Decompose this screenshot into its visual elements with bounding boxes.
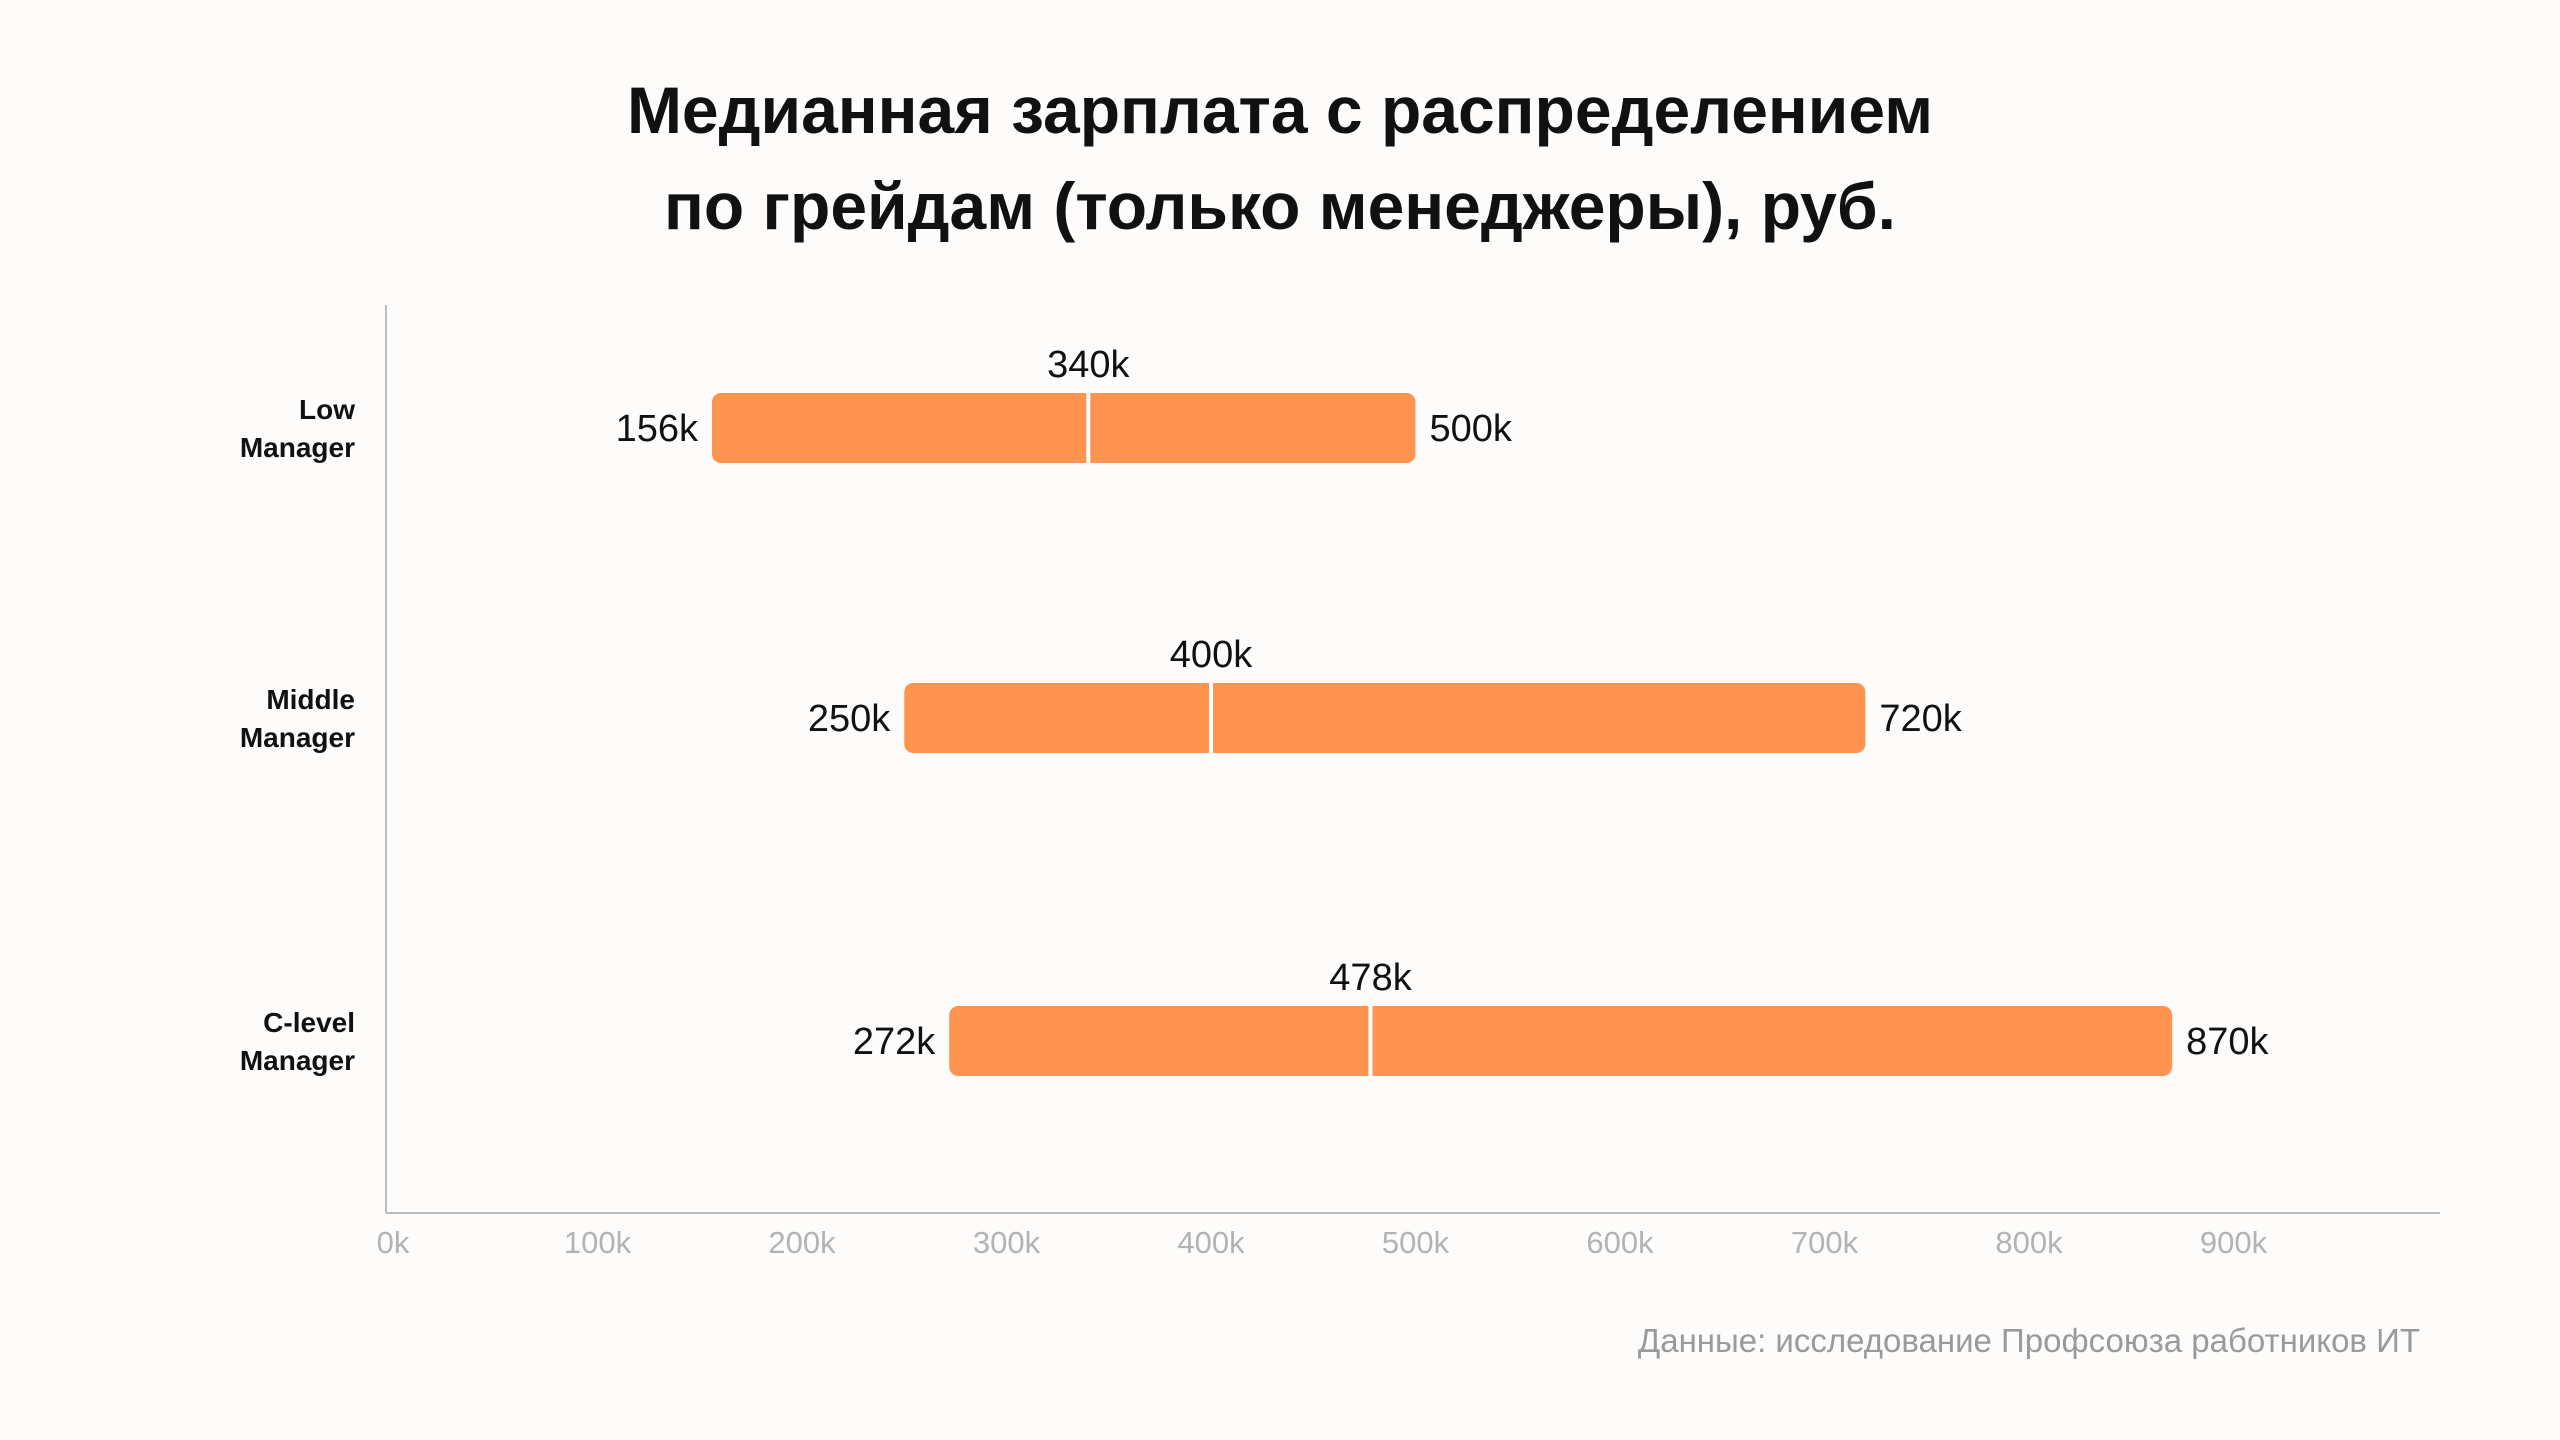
x-tick-label: 600k — [1586, 1225, 1654, 1260]
category-label: Manager — [240, 1045, 355, 1076]
x-tick-label: 300k — [973, 1225, 1041, 1260]
min-value-label: 250k — [808, 698, 891, 740]
range-bar — [712, 393, 1416, 463]
category-label: Manager — [240, 432, 355, 463]
data-source-note: Данные: исследование Профсоюза работнико… — [1637, 1322, 2420, 1359]
median-value-label: 340k — [1047, 344, 1130, 386]
chart-axes — [385, 305, 2440, 1214]
x-tick-label: 500k — [1382, 1225, 1450, 1260]
category-label: Low — [299, 394, 355, 425]
x-tick-label: 900k — [2200, 1225, 2268, 1260]
chart-title-line-1: Медианная зарплата с распределением — [626, 73, 1934, 147]
category-label: Middle — [266, 684, 355, 715]
x-tick-labels: 0k 100k 200k 300k 400k 500k 600k 700k 800k 900k — [377, 1225, 2268, 1260]
max-value-label: 500k — [1430, 408, 1513, 450]
chart-title: Медианная зарплата с распределением по г… — [0, 62, 2560, 254]
x-tick-label: 200k — [768, 1225, 836, 1260]
min-value-label: 156k — [616, 408, 699, 450]
max-value-label: 720k — [1879, 698, 1962, 740]
range-bar — [904, 683, 1866, 753]
chart-title-line-2: по грейдам (только менеджеры), руб. — [664, 169, 1896, 243]
x-tick-label: 800k — [1995, 1225, 2063, 1260]
median-value-label: 400k — [1170, 634, 1253, 676]
x-tick-label: 700k — [1791, 1225, 1859, 1260]
x-tick-label: 0k — [377, 1225, 410, 1260]
min-value-label: 272k — [853, 1021, 936, 1063]
max-value-label: 870k — [2186, 1021, 2269, 1063]
median-value-label: 478k — [1329, 957, 1412, 999]
x-tick-label: 400k — [1177, 1225, 1245, 1260]
range-bar — [949, 1006, 2173, 1076]
x-tick-label: 100k — [564, 1225, 632, 1260]
category-labels: Low Manager Middle Manager C-level Manager — [240, 394, 355, 1076]
category-label: Manager — [240, 722, 355, 753]
category-label: C-level — [263, 1007, 355, 1038]
range-bars: 156k 500k 340k 250k 720k 400k 272k 870k 478k — [616, 344, 2270, 1076]
